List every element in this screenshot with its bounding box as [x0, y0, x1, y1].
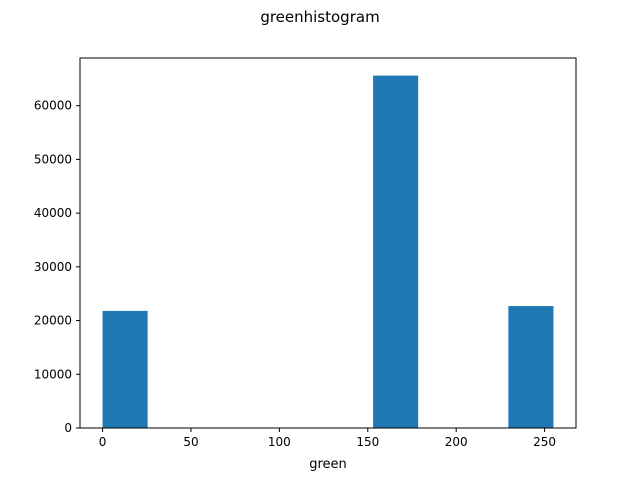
x-tick-label: 50 [183, 435, 198, 449]
histogram-bar-0 [102, 310, 148, 428]
x-tick-label: 0 [99, 435, 107, 449]
histogram-bar-9 [508, 306, 554, 428]
y-tick-label: 40000 [34, 206, 72, 220]
y-axis-ticks: 0 10000 20000 30000 40000 50000 60000 [34, 99, 80, 435]
x-tick-label: 150 [356, 435, 379, 449]
y-tick-label: 20000 [34, 314, 72, 328]
y-tick-label: 0 [64, 421, 72, 435]
x-tick-label: 100 [268, 435, 291, 449]
chart-title: greenhistogram [260, 8, 379, 26]
y-tick-label: 30000 [34, 260, 72, 274]
x-axis-label: green [309, 457, 347, 472]
y-tick-label: 60000 [34, 99, 72, 113]
y-tick-label: 50000 [34, 152, 72, 166]
plot-frame [79, 57, 577, 429]
x-tick-label: 200 [445, 435, 468, 449]
x-axis-ticks: 0 50 100 150 200 250 [99, 428, 556, 449]
bars-group [102, 75, 554, 428]
y-tick-label: 10000 [34, 367, 72, 381]
histogram-bar-6 [373, 75, 419, 428]
x-tick-label: 250 [533, 435, 556, 449]
